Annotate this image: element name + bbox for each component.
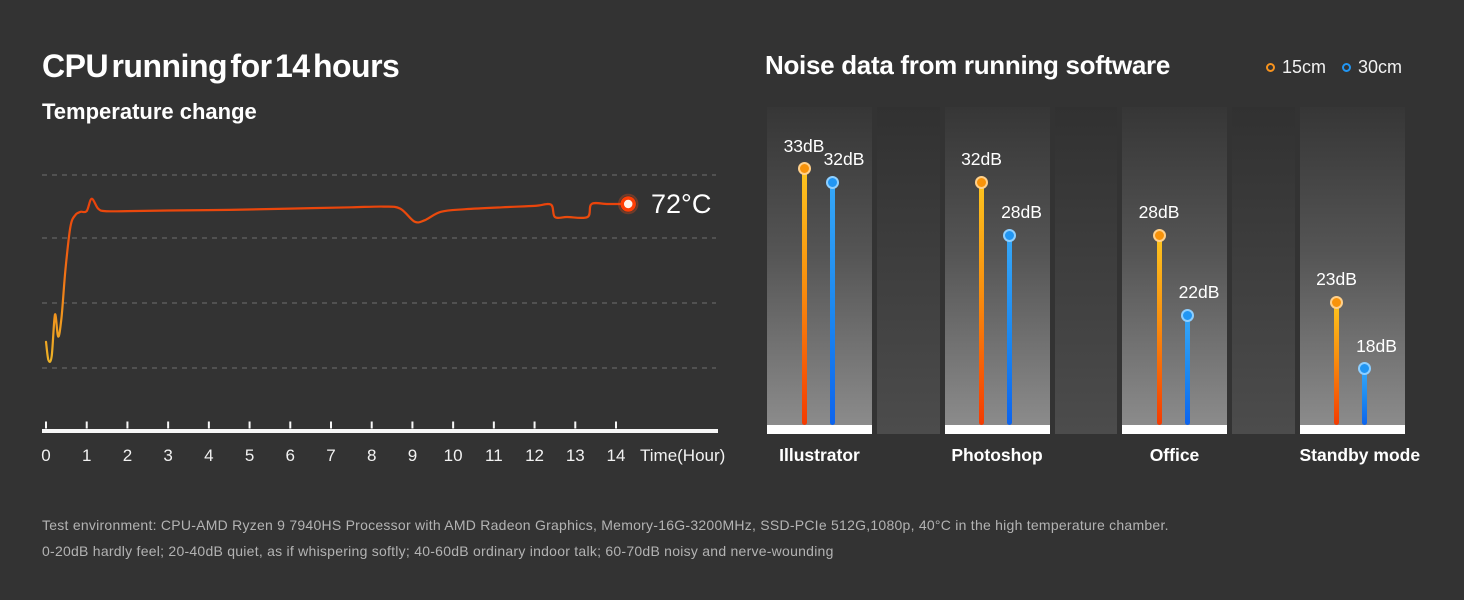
footnote-db-scale: 0-20dB hardly feel; 20-40dB quiet, as if…: [42, 543, 834, 559]
x-tick-label: 1: [82, 446, 91, 465]
x-tick-label: 4: [204, 446, 213, 465]
x-tick-label: 10: [444, 446, 463, 465]
x-tick-label: 5: [245, 446, 254, 465]
stem-15cm-illustrator: [801, 168, 807, 425]
noise-panel-illustrator: 33dB 32dB: [767, 107, 872, 434]
legend-item-15cm: 15cm: [1266, 57, 1326, 78]
temperature-end-dot: [620, 196, 636, 212]
x-tick-label: 6: [286, 446, 295, 465]
panel-baseline: [1122, 425, 1227, 434]
noise-panel-photoshop: 32dB 28dB: [944, 107, 1050, 434]
legend-dot-15cm-icon: [1266, 63, 1275, 72]
legend-label-30cm: 30cm: [1358, 57, 1403, 77]
marker-30cm-office: [1180, 308, 1194, 322]
stem-30cm-standby-mode: [1362, 368, 1367, 425]
noise-lollipop-chart: 33dB 32dB 32dB 28dB 28dB 22dB 23dB 18dB: [767, 107, 1405, 434]
x-tick-label: 2: [123, 446, 132, 465]
category-label-illustrator: Illustrator: [779, 445, 860, 465]
stem-15cm-standby-mode: [1334, 302, 1339, 425]
footnote-test-environment: Test environment: CPU-AMD Ryzen 9 7940HS…: [42, 517, 1169, 533]
panel-spacer: [1054, 107, 1117, 434]
stem-15cm-photoshop: [979, 182, 984, 425]
x-tick-label: 13: [566, 446, 585, 465]
marker-15cm-standby-mode: [1330, 295, 1343, 309]
value-label-30cm-photoshop: 28dB: [1001, 202, 1042, 223]
legend-dot-30cm-icon: [1342, 63, 1352, 72]
legend-label-15cm: 15cm: [1282, 57, 1327, 77]
panel-baseline: [767, 425, 872, 434]
marker-15cm-office: [1152, 228, 1166, 242]
x-tick-label: 12: [525, 446, 544, 465]
category-label-photoshop: Photoshop: [951, 445, 1043, 465]
noise-panel-office: 28dB 22dB: [1122, 107, 1227, 434]
x-tick-label: 11: [485, 446, 503, 465]
category-label-office: Office: [1149, 445, 1200, 465]
temperature-chart-title: CPU running for 14 hours: [42, 48, 400, 84]
temperature-chart-subtitle: Temperature change: [42, 99, 257, 124]
stem-15cm-office: [1156, 235, 1162, 425]
noise-chart-category-labels: Illustrator Photoshop Office Standby mode: [767, 445, 1421, 467]
marker-30cm-standby-mode: [1358, 362, 1371, 376]
panel-baseline: [944, 425, 1050, 434]
category-label-standby-mode: Standby mode: [1299, 445, 1421, 465]
x-tick-label: 8: [367, 446, 376, 465]
value-label-30cm-standby-mode: 18dB: [1356, 335, 1397, 356]
x-tick-label: 14: [607, 446, 626, 465]
x-axis-unit-label: Time(Hour): [640, 446, 725, 465]
marker-30cm-illustrator: [825, 175, 839, 189]
panel-spacer: [877, 107, 940, 434]
noise-chart-legend: 15cm 30cm: [1266, 57, 1402, 78]
value-label-30cm-illustrator: 32dB: [823, 149, 865, 170]
end-dot-glow: [618, 193, 639, 215]
legend-item-30cm: 30cm: [1342, 57, 1402, 78]
value-label-15cm-photoshop: 32dB: [961, 149, 1002, 170]
marker-15cm-illustrator: [797, 162, 811, 176]
stem-30cm-illustrator: [829, 182, 835, 425]
noise-panel-standby-mode: 23dB 18dB: [1299, 107, 1405, 434]
x-tick-label: 0: [41, 446, 50, 465]
footnotes: Test environment: CPU-AMD Ryzen 9 7940HS…: [42, 512, 1169, 564]
marker-15cm-photoshop: [975, 175, 988, 189]
value-label-15cm-standby-mode: 23dB: [1316, 269, 1357, 290]
panel-baseline: [1299, 425, 1405, 434]
value-label-30cm-office: 22dB: [1178, 282, 1220, 303]
panel-spacer: [1232, 107, 1295, 434]
stem-30cm-office: [1184, 315, 1190, 425]
noise-chart-title: Noise data from running software: [765, 50, 1171, 80]
temperature-end-value: 72°C: [651, 189, 712, 219]
value-label-15cm-illustrator: 33dB: [783, 135, 825, 156]
x-tick-label: 9: [408, 446, 417, 465]
temperature-line: [44, 197, 630, 363]
marker-30cm-photoshop: [1003, 228, 1016, 242]
x-tick-label: 3: [163, 446, 172, 465]
stem-30cm-photoshop: [1007, 235, 1012, 425]
value-label-15cm-office: 28dB: [1138, 202, 1180, 223]
x-tick-label: 7: [326, 446, 335, 465]
